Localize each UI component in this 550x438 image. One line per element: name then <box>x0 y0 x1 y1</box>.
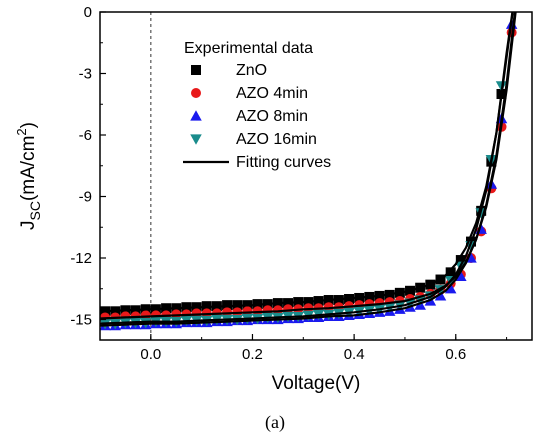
data-point <box>445 267 456 278</box>
x-tick-label: 0.0 <box>140 346 161 363</box>
y-tick-label: -12 <box>70 250 92 267</box>
legend: Experimental data ZnO AZO 4min AZO 8min AZO… <box>183 40 331 171</box>
legend-entry-label: Fitting curves <box>236 154 331 171</box>
legend-entry-label: ZnO <box>236 62 267 79</box>
y-tick-label: -6 <box>79 127 92 144</box>
x-tick-label: 0.2 <box>242 346 263 363</box>
legend-entry-label: AZO 4min <box>236 85 308 102</box>
legend-entry-label: AZO 8min <box>236 108 308 125</box>
legend-marker <box>190 110 202 121</box>
data-point <box>444 283 457 294</box>
data-point <box>140 310 151 321</box>
data-point <box>191 308 202 319</box>
legend-title: Experimental data <box>184 40 313 57</box>
y-axis-title: JSC(mA/cm2) <box>14 122 43 230</box>
data-point <box>455 255 466 266</box>
data-point <box>242 306 253 317</box>
y-axis-title-main: J <box>18 220 39 230</box>
fitting-curve <box>100 12 514 313</box>
figure-caption: (a) <box>265 412 285 433</box>
x-tick-label: 0.4 <box>344 346 365 363</box>
legend-marker <box>190 134 202 145</box>
legend-marker <box>191 88 201 98</box>
plot-area <box>100 0 518 331</box>
y-axis-title-sub: SC <box>27 201 43 220</box>
y-tick-label: -9 <box>79 189 92 206</box>
y-axis-title-unit: (mA/cm <box>18 136 39 201</box>
y-tick-label: -15 <box>70 312 92 329</box>
legend-entry-label: AZO 16min <box>236 131 317 148</box>
data-point <box>455 270 467 282</box>
x-axis-title: Voltage(V) <box>272 373 361 394</box>
tick-layer: 0.0 0.2 0.4 0.6 0 -3 -6 -9 -12 -15 <box>70 4 508 363</box>
y-axis-title-close: ) <box>18 122 39 128</box>
x-tick-label: 0.6 <box>445 346 466 363</box>
y-tick-label: 0 <box>84 4 92 21</box>
y-axis-title-sup: 2 <box>14 128 29 135</box>
plot-frame <box>99 11 533 341</box>
legend-marker <box>191 65 201 75</box>
y-tick-label: -3 <box>79 66 92 83</box>
fitting-curve <box>100 12 514 325</box>
fitting-curve <box>100 12 517 327</box>
data-point <box>507 0 517 1</box>
